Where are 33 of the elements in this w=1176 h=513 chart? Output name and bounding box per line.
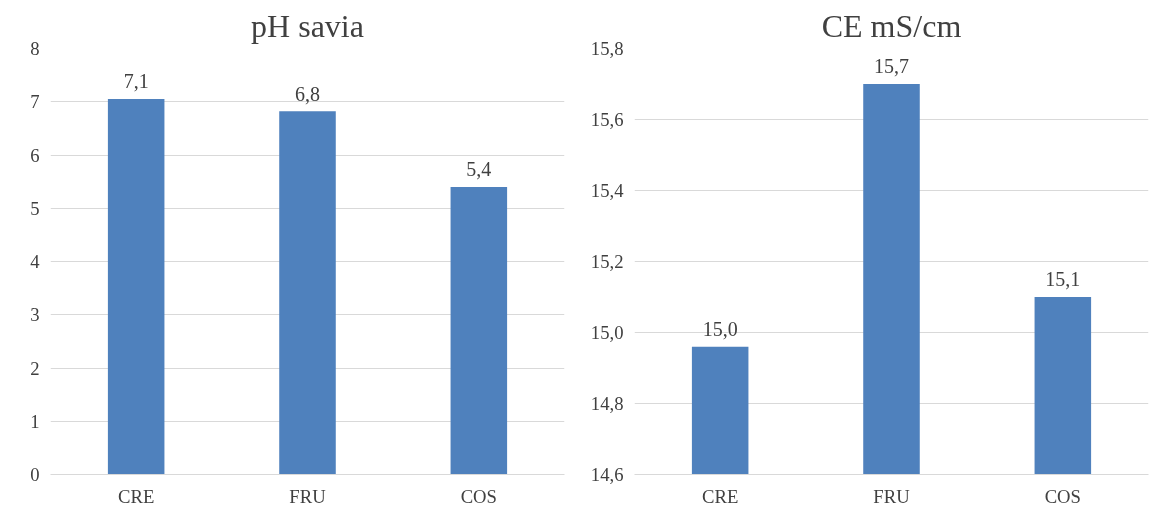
x-tick-label: CRE xyxy=(118,485,155,507)
y-tick-label: 8 xyxy=(30,38,40,59)
chart-title: CE mS/cm xyxy=(821,7,962,44)
y-tick-label: 5 xyxy=(30,197,40,219)
y-tick-label: 2 xyxy=(30,357,40,379)
x-tick-label: FRU xyxy=(289,485,327,507)
bar xyxy=(450,186,508,475)
y-tick-label: 15,0 xyxy=(590,322,624,343)
y-tick-label: 15,4 xyxy=(590,180,625,201)
x-tick-label: COS xyxy=(1044,485,1081,507)
data-label: 7,1 xyxy=(123,70,149,93)
y-tick-label: 3 xyxy=(30,304,40,326)
y-tick-label: 14,8 xyxy=(590,393,624,414)
y-tick-label: 15,2 xyxy=(590,251,624,272)
x-tick-label: FRU xyxy=(873,485,911,507)
y-tick-label: 1 xyxy=(30,410,40,432)
y-tick-label: 0 xyxy=(30,464,40,485)
data-label: 6,8 xyxy=(295,82,320,105)
y-tick-label: 4 xyxy=(30,251,41,272)
x-tick-label: COS xyxy=(460,485,497,507)
bar xyxy=(279,111,336,475)
data-label: 5,4 xyxy=(466,158,492,181)
y-tick-label: 6 xyxy=(30,144,40,166)
bar xyxy=(107,99,165,475)
data-label: 15,1 xyxy=(1045,268,1081,291)
y-tick-label: 15,8 xyxy=(590,38,624,59)
data-label: 15,7 xyxy=(874,55,909,78)
x-tick-label: CRE xyxy=(702,485,739,507)
data-label: 15,0 xyxy=(702,318,738,341)
chart-title: pH savia xyxy=(251,7,364,44)
y-tick-label: 15,6 xyxy=(590,109,624,130)
y-tick-label: 14,6 xyxy=(590,464,624,485)
y-tick-label: 7 xyxy=(30,91,40,113)
